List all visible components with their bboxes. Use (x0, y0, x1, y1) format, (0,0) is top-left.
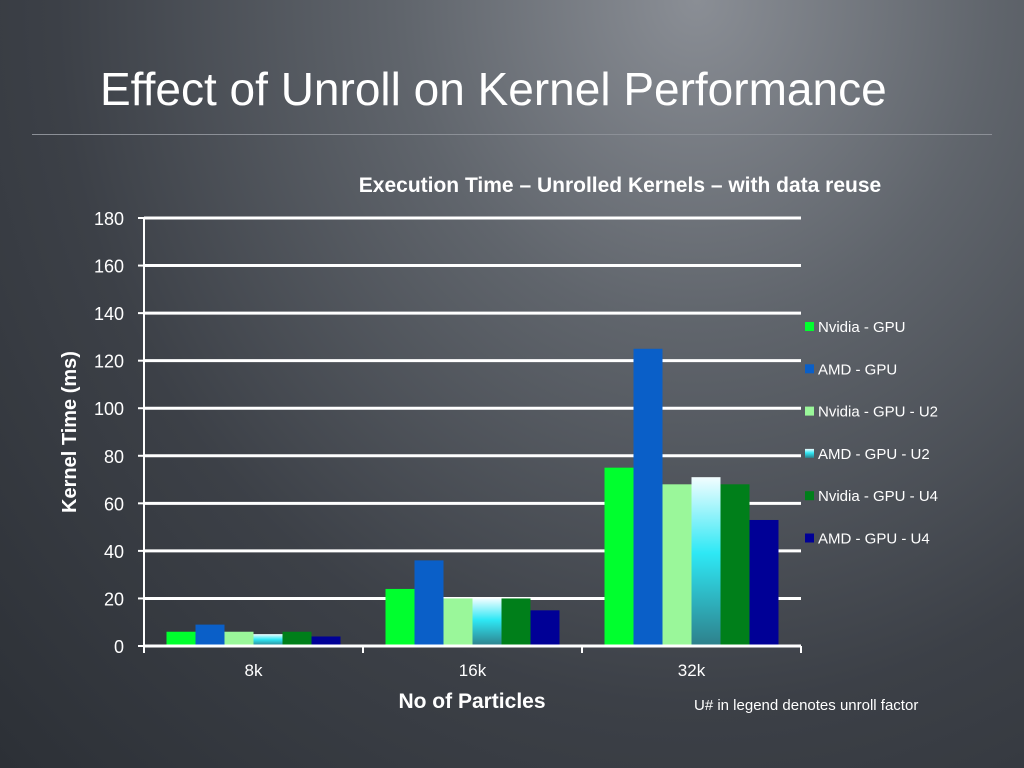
x-axis-label: No of Particles (398, 690, 545, 713)
bar-32k-3 (691, 477, 721, 646)
legend-label: AMD - GPU (818, 361, 897, 378)
footnote: U# in legend denotes unroll factor (694, 697, 919, 714)
legend-label: Nvidia - GPU (818, 319, 906, 336)
legend-swatch (805, 406, 814, 416)
y-axis-label: Kernel Time (ms) (59, 351, 81, 513)
legend-label: AMD - GPU - U2 (818, 446, 930, 463)
bar-8k-2 (224, 631, 254, 646)
title-divider (32, 134, 992, 135)
y-tick-label: 160 (94, 257, 124, 277)
x-tick-label: 8k (245, 661, 263, 680)
bar-8k-1 (195, 624, 225, 646)
bar-8k-4 (282, 631, 312, 646)
legend-label: AMD - GPU - U4 (818, 531, 930, 548)
axes (143, 218, 802, 653)
bar-16k-0 (385, 588, 415, 646)
bar-16k-2 (443, 598, 473, 646)
y-tick-label: 40 (104, 542, 124, 562)
bar-16k-5 (530, 610, 560, 646)
bar-32k-5 (749, 519, 779, 646)
bar-8k-3 (253, 634, 283, 646)
legend-swatch (805, 364, 814, 374)
legend-swatch (805, 322, 814, 331)
chart-title: Execution Time – Unrolled Kernels – with… (359, 174, 881, 197)
y-tick-label: 60 (104, 494, 124, 514)
y-tick-label: 100 (94, 399, 124, 419)
y-tick-label: 0 (114, 637, 124, 657)
bar-32k-0 (604, 467, 634, 646)
bars (166, 348, 779, 646)
bar-32k-2 (662, 484, 692, 646)
y-tick-label: 120 (94, 352, 124, 372)
bar-32k-1 (633, 348, 663, 646)
bar-8k-0 (166, 631, 196, 646)
bar-32k-4 (720, 484, 750, 646)
y-tick-label: 140 (94, 304, 124, 324)
x-tick-labels: 8k 16k 32k (245, 661, 706, 680)
slide-title: Effect of Unroll on Kernel Performance (100, 63, 887, 115)
x-tick-label: 32k (678, 661, 706, 680)
y-tick-label: 80 (104, 447, 124, 467)
bar-16k-4 (501, 598, 531, 646)
legend-swatch (805, 448, 814, 458)
bar-16k-1 (414, 560, 444, 646)
legend: Nvidia - GPU AMD - GPU Nvidia - GPU - U2 AM… (805, 319, 938, 548)
legend-label: Nvidia - GPU - U2 (818, 404, 938, 421)
y-tick-label: 180 (94, 209, 124, 229)
x-tick-label: 16k (459, 661, 487, 680)
legend-swatch (805, 533, 814, 543)
y-tick-label: 20 (104, 589, 124, 609)
bar-16k-3 (472, 598, 502, 646)
bar-8k-5 (311, 636, 341, 646)
legend-label: Nvidia - GPU - U4 (818, 488, 938, 505)
legend-swatch (805, 491, 814, 501)
y-tick-labels: 0 20 40 60 80 100 120 140 160 180 (94, 209, 124, 657)
